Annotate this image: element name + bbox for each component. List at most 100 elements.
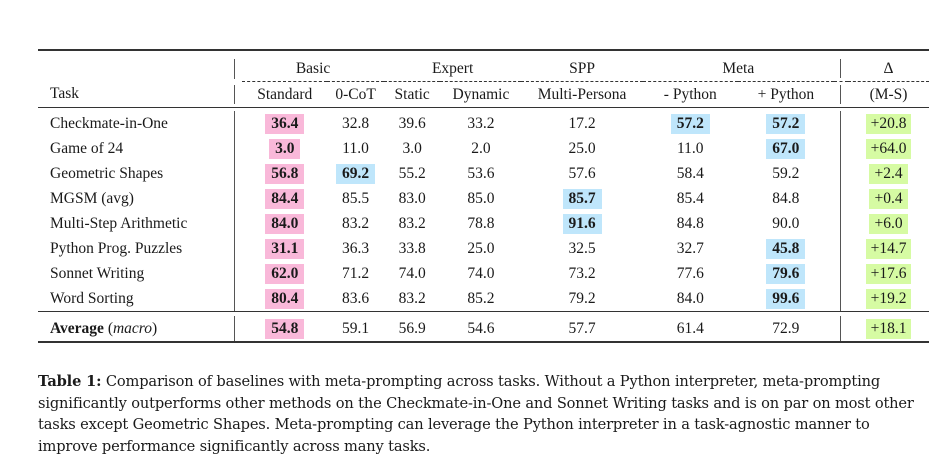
cell-multi-persona: 91.6 bbox=[521, 211, 642, 236]
col-header-minus-python: - Python bbox=[663, 85, 717, 103]
cell-value: 57.2 bbox=[670, 113, 710, 134]
cell-value: 84.0 bbox=[265, 213, 305, 234]
cell-static: 39.6 bbox=[384, 111, 441, 136]
cell-multi-persona: 32.5 bbox=[521, 236, 642, 261]
col-header-0-cot: 0-CoT bbox=[335, 85, 376, 103]
cell-value: 69.2 bbox=[335, 163, 376, 184]
cell-dynamic: 85.2 bbox=[440, 286, 521, 312]
cell-value: 17.2 bbox=[568, 114, 596, 132]
task-name: Python Prog. Puzzles bbox=[50, 239, 183, 257]
table-row: Multi-Step Arithmetic 84.0 83.2 83.2 78.8 91.… bbox=[38, 211, 929, 236]
col-header-plus-python: + Python bbox=[757, 85, 815, 103]
cell-dynamic: 33.2 bbox=[440, 111, 521, 136]
cell-zero-cot: 83.2 bbox=[327, 211, 384, 236]
cell-value: 25.0 bbox=[568, 139, 596, 157]
cell-value: 32.7 bbox=[676, 239, 704, 257]
cell-value: 55.2 bbox=[398, 164, 426, 182]
cell-static: 83.2 bbox=[384, 286, 441, 312]
column-header-row: Task Standard 0-CoT Static Dynamic Multi… bbox=[38, 82, 929, 108]
cell-value: 57.7 bbox=[568, 319, 596, 337]
cell-minus-python: 11.0 bbox=[643, 136, 738, 161]
cell-standard: 54.8 bbox=[242, 316, 327, 342]
delta-value: +18.1 bbox=[865, 318, 912, 339]
average-label: Average bbox=[50, 319, 104, 337]
delta-value: +64.0 bbox=[865, 138, 912, 159]
cell-static: 33.8 bbox=[384, 236, 441, 261]
cell-zero-cot: 71.2 bbox=[327, 261, 384, 286]
cell-delta: +14.7 bbox=[848, 236, 929, 261]
cell-plus-python: 90.0 bbox=[738, 211, 834, 236]
cell-minus-python: 32.7 bbox=[643, 236, 738, 261]
cell-static: 3.0 bbox=[384, 136, 441, 161]
caption-text: Comparison of baselines with meta-prompt… bbox=[38, 373, 914, 455]
cell-value: 33.2 bbox=[467, 114, 495, 132]
cell-delta: +20.8 bbox=[848, 111, 929, 136]
col-header-dynamic: Dynamic bbox=[452, 85, 510, 103]
cell-minus-python: 84.8 bbox=[643, 211, 738, 236]
cell-value: 58.4 bbox=[676, 164, 704, 182]
cell-dynamic: 85.0 bbox=[440, 186, 521, 211]
cell-value: 39.6 bbox=[398, 114, 426, 132]
cell-dynamic: 25.0 bbox=[440, 236, 521, 261]
cell-value: 83.2 bbox=[398, 289, 426, 307]
cell-delta: +19.2 bbox=[848, 286, 929, 312]
cell-minus-python: 58.4 bbox=[643, 161, 738, 186]
cell-value: 2.0 bbox=[471, 139, 491, 157]
cell-value: 31.1 bbox=[265, 238, 305, 259]
cell-static: 83.2 bbox=[384, 211, 441, 236]
delta-value: +2.4 bbox=[869, 163, 908, 184]
group-meta: Meta bbox=[642, 56, 834, 82]
cell-value: 85.2 bbox=[467, 289, 495, 307]
cell-standard: 62.0 bbox=[242, 261, 327, 286]
cell-value: 80.4 bbox=[265, 288, 305, 309]
table-row: Python Prog. Puzzles 31.1 36.3 33.8 25.0 32.5… bbox=[38, 236, 929, 261]
cell-value: 83.2 bbox=[341, 214, 370, 232]
cell-zero-cot: 59.1 bbox=[327, 316, 384, 342]
cell-value: 54.8 bbox=[265, 318, 305, 339]
cell-value: 59.1 bbox=[341, 319, 370, 337]
cell-value: 25.0 bbox=[467, 239, 495, 257]
cell-zero-cot: 83.6 bbox=[327, 286, 384, 312]
cell-delta: +2.4 bbox=[848, 161, 929, 186]
cell-plus-python: 45.8 bbox=[738, 236, 834, 261]
cell-standard: 36.4 bbox=[242, 111, 327, 136]
cell-delta: +6.0 bbox=[848, 211, 929, 236]
group-delta: Δ bbox=[848, 56, 929, 82]
delta-value: +6.0 bbox=[869, 213, 908, 234]
cell-value: 85.4 bbox=[676, 189, 704, 207]
cell-plus-python: 79.6 bbox=[738, 261, 834, 286]
task-name: Multi-Step Arithmetic bbox=[50, 214, 188, 232]
cell-value: 79.2 bbox=[568, 289, 596, 307]
task-name: Checkmate-in-One bbox=[50, 114, 168, 132]
average-suffix: (macro) bbox=[107, 319, 158, 337]
cell-dynamic: 78.8 bbox=[440, 211, 521, 236]
task-name: Geometric Shapes bbox=[50, 164, 164, 182]
cell-standard: 56.8 bbox=[242, 161, 327, 186]
cell-value: 57.2 bbox=[766, 113, 806, 134]
table-row: Checkmate-in-One 36.4 32.8 39.6 33.2 17.2 57.2… bbox=[38, 111, 929, 136]
cell-value: 45.8 bbox=[766, 238, 806, 259]
cell-value: 84.8 bbox=[676, 214, 704, 232]
task-name: Average (macro) bbox=[38, 316, 228, 342]
cell-value: 78.8 bbox=[467, 214, 495, 232]
cell-minus-python: 57.2 bbox=[643, 111, 738, 136]
cell-value: 74.0 bbox=[467, 264, 495, 282]
cell-plus-python: 59.2 bbox=[738, 161, 834, 186]
cell-value: 83.0 bbox=[398, 189, 426, 207]
group-expert: Expert bbox=[383, 56, 522, 82]
cell-multi-persona: 79.2 bbox=[521, 286, 642, 312]
task-name: Word Sorting bbox=[50, 289, 134, 307]
cell-value: 36.4 bbox=[265, 113, 305, 134]
cell-multi-persona: 73.2 bbox=[521, 261, 642, 286]
table-row: Sonnet Writing 62.0 71.2 74.0 74.0 73.2 77.6 79… bbox=[38, 261, 929, 286]
cell-zero-cot: 36.3 bbox=[327, 236, 384, 261]
col-header-static: Static bbox=[394, 85, 430, 103]
delta-value: +19.2 bbox=[865, 288, 912, 309]
cell-multi-persona: 17.2 bbox=[521, 111, 642, 136]
cell-minus-python: 85.4 bbox=[643, 186, 738, 211]
cell-minus-python: 61.4 bbox=[643, 316, 738, 342]
cell-value: 74.0 bbox=[398, 264, 426, 282]
cell-value: 79.6 bbox=[766, 263, 806, 284]
cell-value: 32.8 bbox=[341, 114, 370, 132]
cell-value: 54.6 bbox=[467, 319, 495, 337]
